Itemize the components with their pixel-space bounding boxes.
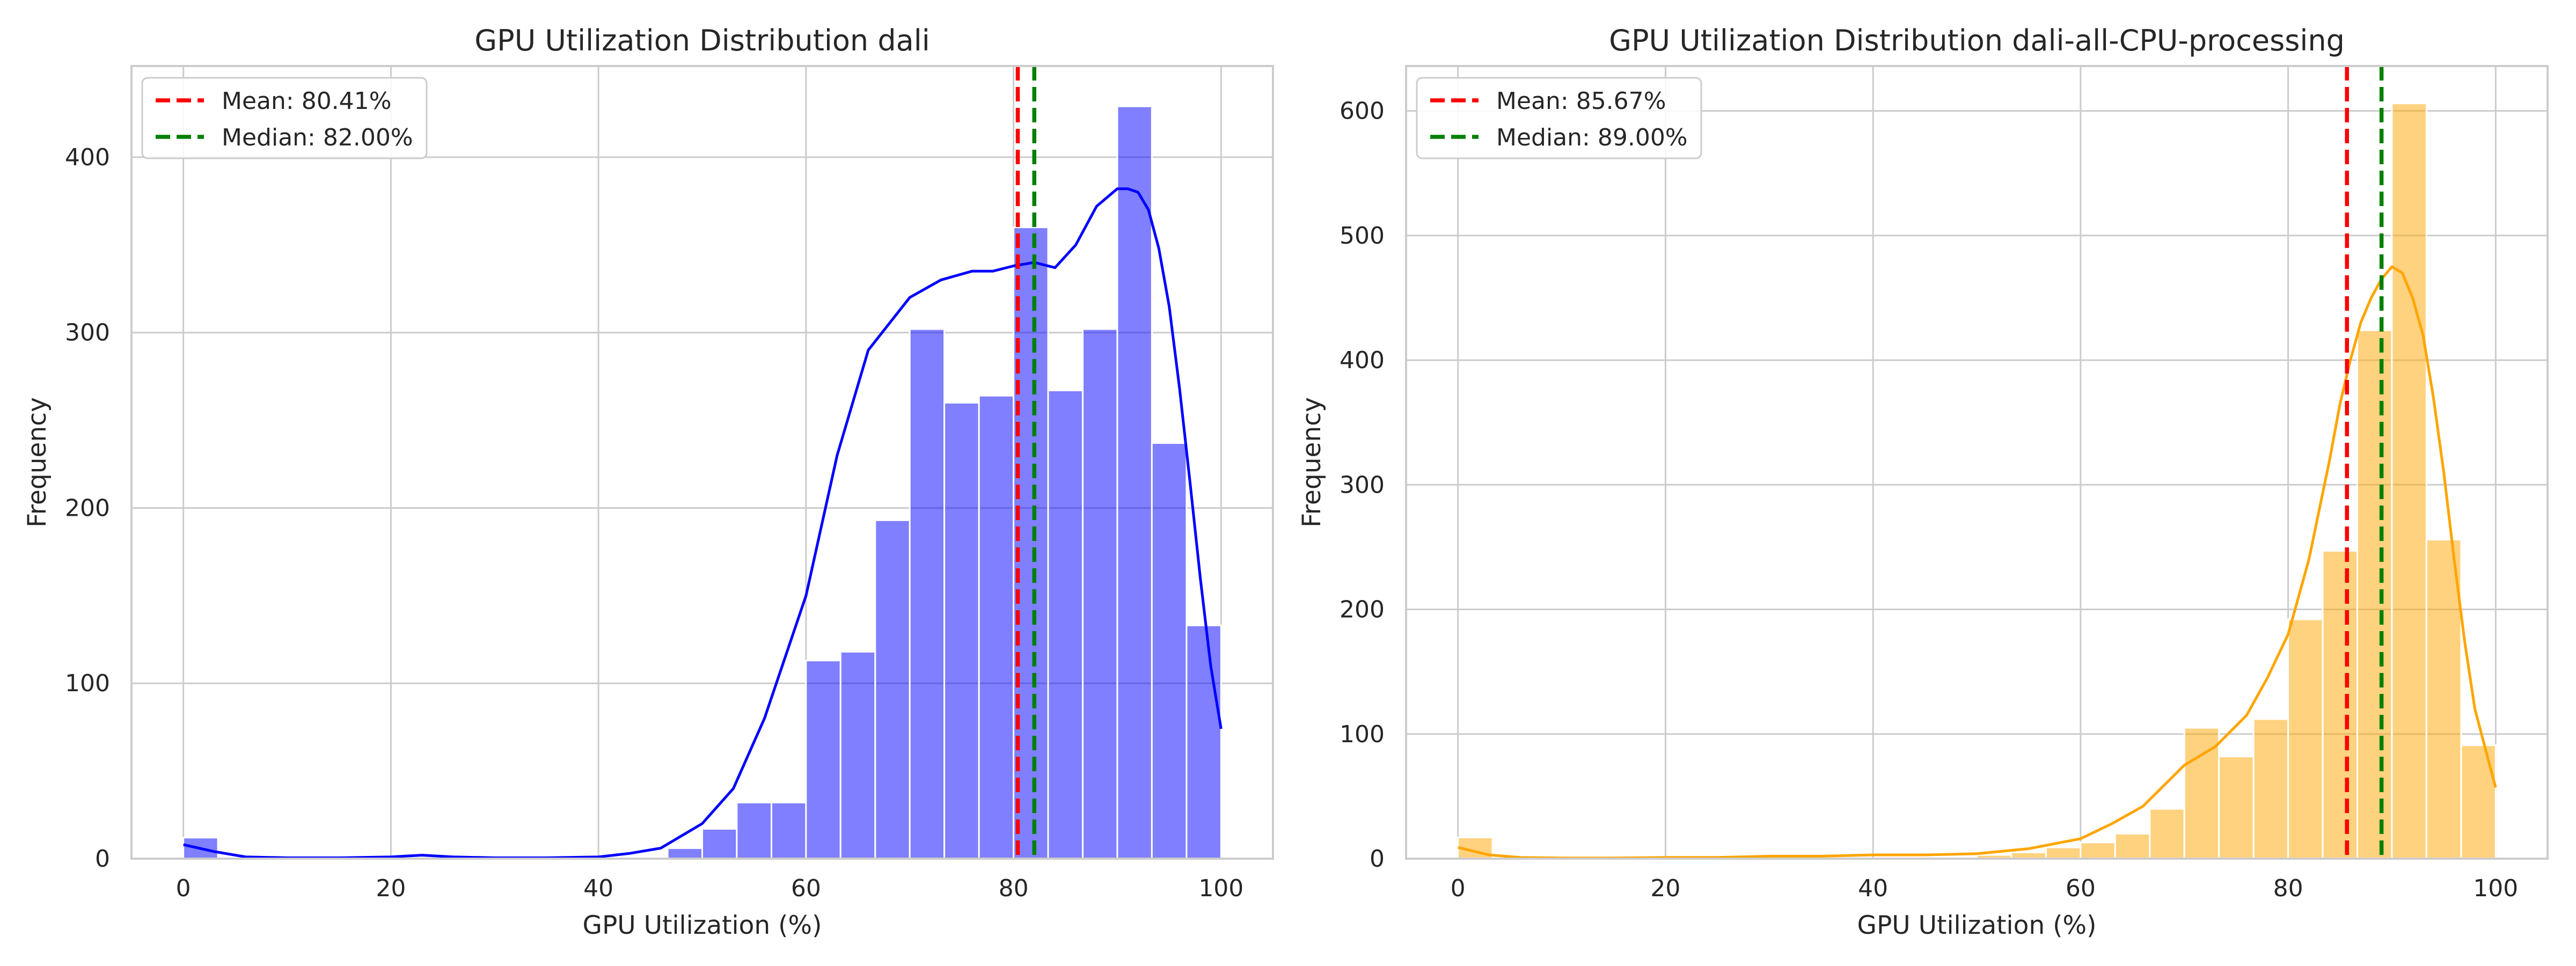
histogram-bar (2252, 718, 2289, 860)
legend-label: Mean: 85.67% (1496, 87, 1666, 115)
x-axis-label: GPU Utilization (%) (583, 911, 822, 940)
legend-label: Mean: 80.41% (222, 87, 391, 115)
histogram-bar (1151, 442, 1188, 860)
y-tick-label: 600 (1340, 98, 1385, 125)
x-tick-label: 60 (2066, 875, 2096, 902)
histogram-bar (2080, 841, 2116, 860)
y-tick-label: 100 (65, 670, 110, 697)
histogram-bar (1116, 105, 1153, 860)
legend-box (1416, 77, 1702, 159)
histogram-bar (909, 328, 946, 860)
y-tick-label: 0 (95, 845, 110, 873)
histogram-bar (2287, 618, 2324, 860)
legend-label: Median: 82.00% (222, 124, 413, 151)
x-tick-label: 40 (583, 875, 613, 902)
x-tick-label: 100 (1198, 875, 1243, 902)
histogram-bar (1185, 624, 1222, 860)
x-tick-label: 80 (999, 875, 1029, 902)
histogram-bar (2322, 550, 2359, 860)
y-tick-label: 500 (1340, 222, 1385, 250)
axes-frame (1405, 65, 2549, 860)
legend: Mean: 85.67% Median: 89.00% (1416, 77, 1702, 159)
histogram-bar (2149, 808, 2185, 860)
histogram-bar (874, 519, 911, 860)
x-tick-label: 20 (376, 875, 406, 902)
x-tick-label: 100 (2473, 875, 2518, 902)
axes-frame (130, 65, 1274, 860)
x-tick-label: 0 (176, 875, 191, 902)
x-tick-label: 20 (1650, 875, 1680, 902)
histogram-bar (805, 660, 841, 860)
y-axis-label: Frequency (1297, 397, 1327, 528)
y-tick-label: 400 (1340, 347, 1385, 374)
histogram-bar (1013, 226, 1049, 860)
histogram-bar (2114, 833, 2151, 860)
histogram-bar (701, 828, 738, 860)
histogram-bar (770, 801, 807, 860)
histogram-bar (943, 401, 980, 860)
chart-title: GPU Utilization Distribution dali (474, 24, 930, 57)
y-tick-label: 0 (1370, 845, 1385, 873)
x-axis-label: GPU Utilization (%) (1857, 911, 2097, 940)
legend-box (141, 77, 428, 159)
kde-curve (183, 187, 1223, 859)
chart-2: 0 20 40 60 80 100 0 100 200 300 400 500 600 GPU Utili… (1297, 24, 2549, 940)
histogram-bar (978, 394, 1015, 860)
histogram-bar (736, 801, 772, 860)
histogram-bar (2218, 756, 2255, 860)
y-tick-label: 300 (1340, 471, 1385, 499)
histogram-bar (667, 847, 703, 860)
y-tick-label: 200 (65, 494, 110, 522)
y-tick-label: 200 (1340, 596, 1385, 624)
histogram-bar (2045, 846, 2082, 860)
histogram-bar (2460, 744, 2497, 860)
legend: Mean: 80.41% Median: 82.00% (141, 77, 428, 159)
x-tick-label: 0 (1451, 875, 1466, 902)
y-tick-label: 100 (1340, 721, 1385, 748)
legend-label: Median: 89.00% (1496, 124, 1688, 151)
y-axis-label: Frequency (23, 397, 52, 528)
y-tick-label: 400 (65, 144, 110, 171)
histogram-bar (839, 650, 876, 860)
histogram-bar (2425, 538, 2462, 860)
kde-curve (1458, 265, 2497, 860)
x-tick-label: 60 (791, 875, 821, 902)
histogram-bar (1082, 328, 1118, 860)
x-tick-label: 80 (2273, 875, 2303, 902)
x-tick-label: 40 (1858, 875, 1888, 902)
histogram-bar (1047, 390, 1084, 860)
chart-title: GPU Utilization Distribution dali-all-CP… (1609, 24, 2345, 57)
chart-1: 0 20 40 60 80 100 0 100 200 300 400 GPU Utilization… (23, 24, 1274, 940)
histogram-bar (2391, 103, 2427, 860)
y-tick-label: 300 (65, 319, 110, 347)
histogram-bar (2357, 329, 2393, 860)
histogram-bars (1457, 103, 2497, 860)
